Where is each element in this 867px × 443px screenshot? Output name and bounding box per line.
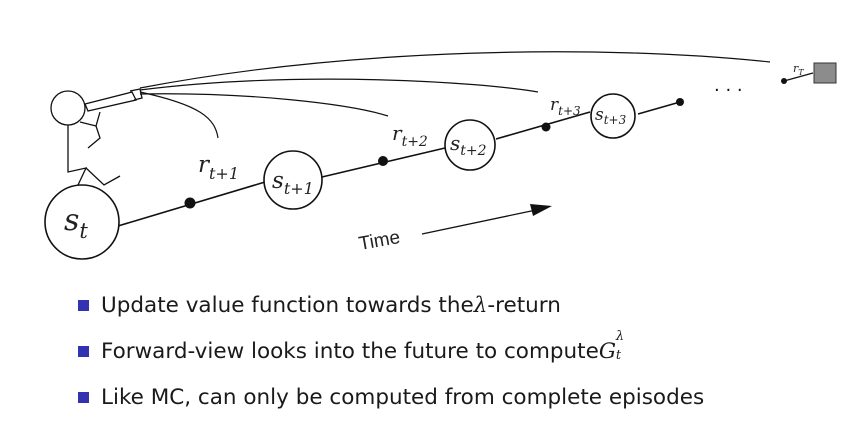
state-label-t3: st+3 (595, 105, 627, 127)
reward-dot-t1 (184, 197, 196, 209)
lambda-symbol: λ (473, 292, 488, 318)
reward-dot-terminal (781, 78, 787, 84)
time-arrow-line (421, 209, 537, 235)
bullet-item-forward-view: Forward-view looks into the future to co… (78, 328, 704, 374)
bullet-text: Forward-view looks into the future to co… (101, 338, 599, 364)
reward-label-t2: rt+2 (392, 121, 428, 150)
lookahead-arcs (139, 51, 771, 139)
lambda-return-diagram: · · · Time st st+1 st+2 st+3 rt+1 rt+2 r… (44, 51, 837, 260)
reward-dot-t2 (378, 156, 388, 166)
bullet-square-icon (78, 391, 89, 403)
time-arrow-head (530, 204, 552, 216)
reward-dot-t4 (676, 98, 684, 106)
bullet-list: Update value function towards the λ -retu… (78, 282, 704, 420)
state-circle-t2 (444, 119, 496, 171)
state-label-t2: st+2 (450, 131, 487, 159)
state-label-t: st (64, 203, 88, 243)
state-label-t1: st+1 (272, 168, 314, 198)
state-circle-t1 (263, 150, 323, 210)
terminal-connector (783, 72, 814, 82)
reward-label-t1: rt+1 (198, 152, 239, 183)
observer-figure (50, 88, 143, 186)
bullet-square-icon (78, 299, 89, 311)
ellipsis: · · · (714, 80, 743, 101)
state-circle-t (44, 184, 120, 260)
bullet-item-lambda-return: Update value function towards the λ -retu… (78, 282, 704, 328)
state-circle-t3 (590, 93, 636, 139)
bullet-text: Like MC, can only be computed from compl… (101, 384, 705, 410)
reward-label-terminal: rT (793, 62, 804, 77)
reward-label-t3: rt+3 (550, 95, 581, 118)
bullet-text: Update value function towards the (101, 292, 474, 318)
bullet-item-complete-episodes: Like MC, can only be computed from compl… (78, 374, 704, 420)
bullet-square-icon (78, 345, 89, 357)
bullet-text-suffix: -return (487, 292, 561, 318)
reward-dot-t3 (541, 122, 551, 132)
terminal-state (813, 62, 837, 84)
time-label: Time (357, 227, 402, 255)
